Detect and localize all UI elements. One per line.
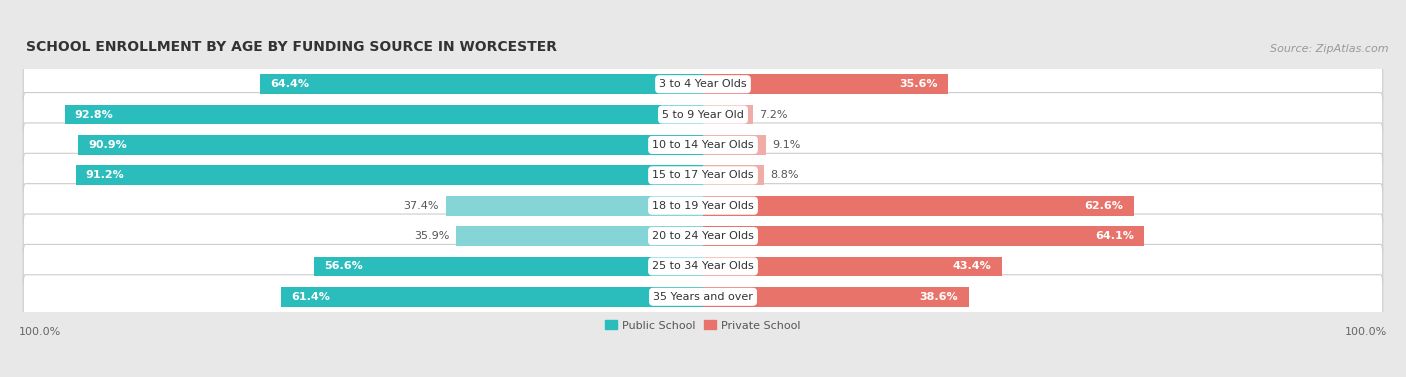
Text: 100.0%: 100.0%	[20, 326, 62, 337]
Text: SCHOOL ENROLLMENT BY AGE BY FUNDING SOURCE IN WORCESTER: SCHOOL ENROLLMENT BY AGE BY FUNDING SOUR…	[25, 40, 557, 54]
FancyBboxPatch shape	[24, 153, 1382, 197]
FancyBboxPatch shape	[24, 123, 1382, 167]
FancyBboxPatch shape	[24, 93, 1382, 136]
FancyBboxPatch shape	[24, 214, 1382, 258]
Text: 20 to 24 Year Olds: 20 to 24 Year Olds	[652, 231, 754, 241]
Bar	[76, 166, 703, 185]
Bar	[703, 135, 766, 155]
Text: 25 to 34 Year Olds: 25 to 34 Year Olds	[652, 261, 754, 271]
Bar	[703, 256, 1001, 276]
Bar	[456, 226, 703, 246]
FancyBboxPatch shape	[24, 184, 1382, 228]
Bar	[314, 256, 703, 276]
Text: 61.4%: 61.4%	[291, 292, 330, 302]
FancyBboxPatch shape	[24, 275, 1382, 319]
Text: 100.0%: 100.0%	[1344, 326, 1386, 337]
Text: 3 to 4 Year Olds: 3 to 4 Year Olds	[659, 79, 747, 89]
Text: 15 to 17 Year Olds: 15 to 17 Year Olds	[652, 170, 754, 180]
Text: 56.6%: 56.6%	[323, 261, 363, 271]
Text: 9.1%: 9.1%	[772, 140, 801, 150]
Text: 92.8%: 92.8%	[75, 110, 114, 120]
Text: 91.2%: 91.2%	[86, 170, 125, 180]
Bar	[703, 105, 752, 124]
Text: 38.6%: 38.6%	[920, 292, 959, 302]
Text: 37.4%: 37.4%	[404, 201, 439, 211]
Text: 35 Years and over: 35 Years and over	[652, 292, 754, 302]
Text: 5 to 9 Year Old: 5 to 9 Year Old	[662, 110, 744, 120]
Bar	[77, 135, 703, 155]
Text: 62.6%: 62.6%	[1084, 201, 1123, 211]
Text: 64.4%: 64.4%	[270, 79, 309, 89]
Text: 43.4%: 43.4%	[952, 261, 991, 271]
Text: 10 to 14 Year Olds: 10 to 14 Year Olds	[652, 140, 754, 150]
Bar	[281, 287, 703, 307]
Text: 18 to 19 Year Olds: 18 to 19 Year Olds	[652, 201, 754, 211]
Text: 90.9%: 90.9%	[89, 140, 127, 150]
Bar	[703, 287, 969, 307]
Text: 64.1%: 64.1%	[1095, 231, 1133, 241]
Text: 35.9%: 35.9%	[413, 231, 449, 241]
Text: 7.2%: 7.2%	[759, 110, 787, 120]
Text: 8.8%: 8.8%	[770, 170, 799, 180]
Bar	[703, 226, 1144, 246]
Bar	[65, 105, 703, 124]
Legend: Public School, Private School: Public School, Private School	[606, 320, 800, 331]
Bar	[703, 74, 948, 94]
Bar	[446, 196, 703, 216]
FancyBboxPatch shape	[24, 244, 1382, 288]
Bar	[703, 196, 1133, 216]
Text: 35.6%: 35.6%	[898, 79, 938, 89]
Bar	[260, 74, 703, 94]
Text: Source: ZipAtlas.com: Source: ZipAtlas.com	[1270, 44, 1388, 54]
FancyBboxPatch shape	[24, 62, 1382, 106]
Bar	[703, 166, 763, 185]
